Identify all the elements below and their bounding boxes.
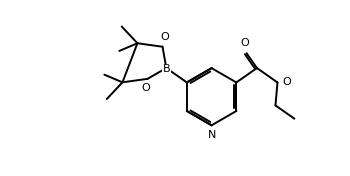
Text: B: B xyxy=(162,64,170,74)
Text: O: O xyxy=(141,83,150,93)
Text: O: O xyxy=(282,77,291,87)
Text: O: O xyxy=(160,32,169,42)
Text: O: O xyxy=(241,38,250,48)
Text: N: N xyxy=(208,130,216,140)
